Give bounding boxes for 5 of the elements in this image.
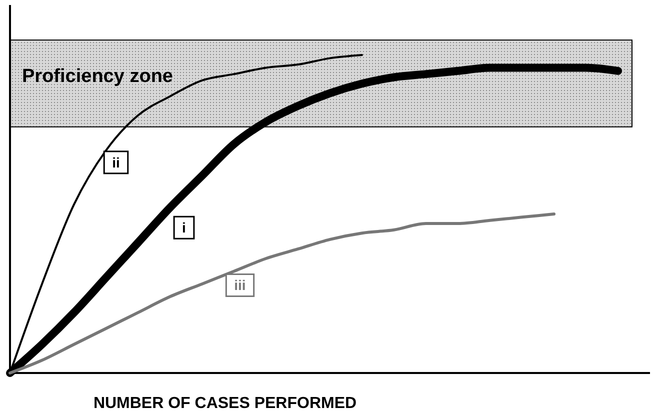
series-label: ii	[112, 154, 120, 170]
series-label: i	[182, 220, 186, 236]
series-label: iii	[234, 277, 246, 294]
band-label: Proficiency zone	[22, 66, 173, 88]
x-axis-title: NUMBER OF CASES PERFORMED	[93, 395, 357, 412]
